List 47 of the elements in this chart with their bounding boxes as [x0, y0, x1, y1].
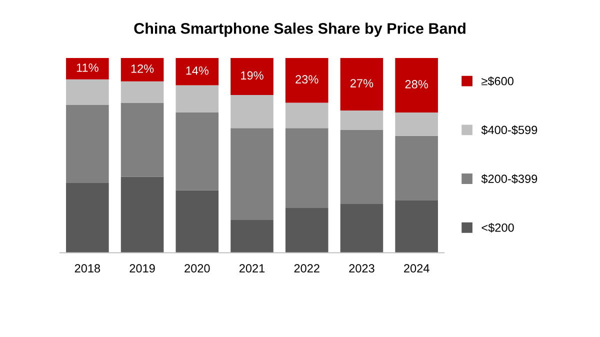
legend-label: $400-$599 — [481, 125, 538, 135]
data-label: 14% — [186, 66, 209, 75]
bar — [120, 58, 164, 82]
x-tick-label: 2020 — [184, 264, 210, 273]
x-tick-label: 2018 — [74, 264, 100, 273]
x-tick-label: 2019 — [130, 264, 155, 273]
data-label: 23% — [296, 75, 318, 84]
bar — [66, 182, 109, 253]
x-tick-label: 2022 — [294, 264, 320, 273]
data-label: 27% — [350, 79, 374, 88]
bar — [66, 79, 109, 105]
bar — [230, 220, 274, 253]
legend-label: <$200 — [482, 222, 514, 233]
bar — [176, 112, 219, 190]
bar — [120, 81, 164, 103]
data-label: 12% — [131, 64, 154, 73]
x-tick-label: 2023 — [349, 264, 374, 273]
data-label: 19% — [241, 71, 264, 80]
data-label: 28% — [405, 80, 428, 88]
bar — [176, 85, 219, 113]
bar — [285, 102, 328, 128]
bar — [395, 58, 438, 113]
bar — [176, 58, 219, 86]
legend-label: $200-$399 — [481, 174, 538, 184]
bar — [340, 130, 384, 204]
data-label: 11% — [76, 64, 98, 72]
legend-label: ≥$600 — [482, 76, 514, 86]
bar — [66, 104, 109, 183]
bar — [285, 128, 328, 208]
x-tick-label: 2024 — [404, 264, 430, 273]
bar — [340, 110, 384, 130]
bar — [285, 208, 328, 253]
x-tick-label: 2021 — [239, 264, 265, 273]
bar — [120, 102, 164, 177]
bar — [395, 136, 438, 200]
chart-title: China Smartphone Sales Share by Price Band — [134, 22, 466, 37]
bar — [395, 112, 438, 136]
bar — [340, 204, 384, 253]
bar — [230, 128, 274, 220]
bar — [176, 190, 219, 253]
bar — [395, 200, 438, 253]
bar — [340, 58, 384, 111]
bar — [66, 58, 109, 80]
bar — [120, 176, 164, 253]
bar — [230, 94, 274, 128]
bar — [285, 58, 328, 103]
bar — [230, 58, 274, 95]
